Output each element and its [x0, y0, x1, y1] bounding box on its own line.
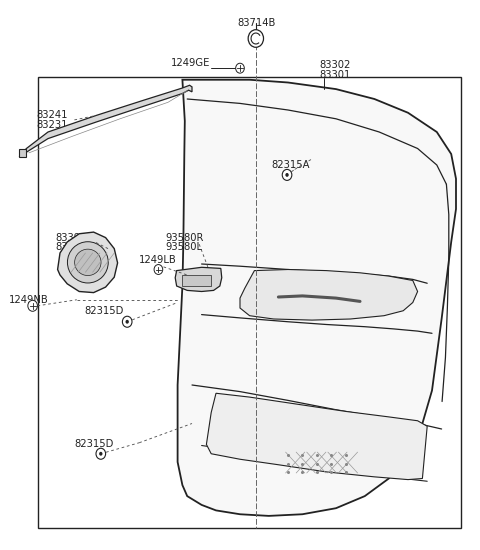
Bar: [182, 275, 211, 286]
Bar: [38, 77, 461, 528]
Circle shape: [154, 265, 163, 274]
Text: 93580L: 93580L: [166, 243, 203, 252]
Text: 1249GE: 1249GE: [170, 58, 210, 68]
Polygon shape: [19, 148, 26, 157]
Text: 83231: 83231: [36, 120, 68, 130]
Text: 83394A: 83394A: [55, 233, 94, 243]
Ellipse shape: [75, 249, 101, 276]
Circle shape: [96, 448, 106, 459]
Polygon shape: [175, 267, 222, 292]
Circle shape: [122, 316, 132, 327]
Text: 82315D: 82315D: [84, 306, 123, 316]
Text: 83301: 83301: [319, 70, 350, 80]
Circle shape: [282, 169, 292, 180]
Circle shape: [285, 173, 289, 177]
Circle shape: [248, 30, 264, 47]
Polygon shape: [206, 393, 427, 480]
Text: 83714B: 83714B: [238, 18, 276, 28]
Polygon shape: [58, 232, 118, 293]
Text: 1249LB: 1249LB: [139, 255, 177, 265]
Text: 83241: 83241: [36, 111, 68, 120]
Circle shape: [28, 300, 37, 311]
Ellipse shape: [67, 241, 108, 283]
Text: 82315A: 82315A: [271, 160, 310, 170]
Text: 82315D: 82315D: [74, 439, 114, 449]
Polygon shape: [19, 85, 192, 157]
Text: 83393A: 83393A: [55, 243, 94, 252]
Text: 83302: 83302: [319, 60, 350, 70]
Polygon shape: [178, 80, 456, 516]
Circle shape: [99, 452, 102, 455]
Text: 93580R: 93580R: [166, 233, 204, 243]
Text: 1249NB: 1249NB: [9, 295, 48, 305]
Circle shape: [126, 320, 129, 323]
Circle shape: [236, 63, 244, 73]
Polygon shape: [240, 270, 418, 320]
